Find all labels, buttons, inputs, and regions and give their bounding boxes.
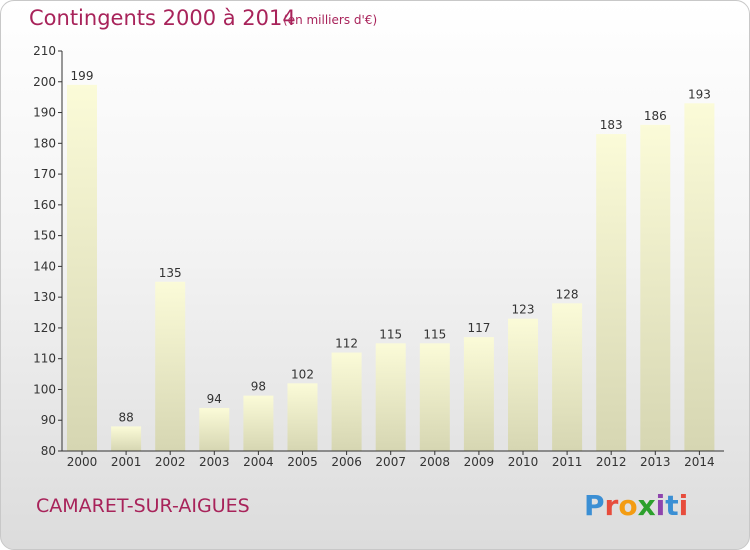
x-tick-label: 2005 [287, 455, 318, 469]
chart-subtitle: (en milliers d'€) [283, 13, 378, 27]
data-label-2000: 199 [71, 69, 94, 83]
data-label-2010: 123 [512, 303, 535, 317]
y-tick-label: 90 [41, 413, 56, 427]
y-axis: 80 90 100 110 120 130 140 150 160 170 180 190 200 210 [33, 44, 63, 458]
x-tick-label: 2003 [199, 455, 230, 469]
bar-2011 [552, 303, 583, 451]
y-tick-label: 150 [33, 229, 56, 243]
x-tick-label: 2000 [67, 455, 98, 469]
x-tick-label: 2002 [155, 455, 186, 469]
data-label-2013: 186 [644, 109, 667, 123]
y-tick-label: 160 [33, 198, 56, 212]
bar-2012 [596, 134, 627, 452]
y-tick-label: 200 [33, 75, 56, 89]
data-label-2002: 135 [159, 266, 182, 280]
y-tick-label: 120 [33, 321, 56, 335]
bar-2003 [199, 407, 230, 451]
x-tick-label: 2006 [331, 455, 362, 469]
data-label-2008: 115 [423, 327, 446, 341]
y-tick-label: 110 [33, 352, 56, 366]
proxiti-logo: Proxiti [584, 489, 689, 522]
y-tick-label: 170 [33, 167, 56, 181]
bar-2002 [155, 281, 186, 451]
data-label-2009: 117 [467, 321, 490, 335]
bars: 199 88 135 94 98 102 112 115 115 117 123 128 183 186 1… [67, 69, 715, 452]
bar-2007 [375, 343, 406, 451]
x-tick-label: 2008 [420, 455, 451, 469]
y-tick-label: 190 [33, 106, 56, 120]
data-label-2011: 128 [556, 287, 579, 301]
chart-title: Contingents 2000 à 2014 [29, 6, 296, 30]
y-tick-label: 180 [33, 136, 56, 150]
x-tick-label: 2011 [552, 455, 583, 469]
x-tick-label: 2013 [640, 455, 671, 469]
x-tick-label: 2009 [464, 455, 495, 469]
city-name: CAMARET-SUR-AIGUES [36, 495, 250, 517]
x-tick-label: 2012 [596, 455, 627, 469]
bar-2006 [331, 352, 362, 451]
data-label-2005: 102 [291, 367, 314, 381]
y-tick-label: 210 [33, 44, 56, 58]
bar-2009 [463, 337, 494, 451]
bar-2001 [111, 426, 142, 451]
x-tick-label: 2001 [111, 455, 142, 469]
y-tick-label: 100 [33, 382, 56, 396]
data-label-2014: 193 [688, 87, 711, 101]
y-tick-label: 140 [33, 259, 56, 273]
x-tick-label: 2014 [684, 455, 715, 469]
data-label-2001: 88 [118, 410, 133, 424]
bar-2010 [508, 318, 538, 451]
x-tick-label: 2010 [508, 455, 539, 469]
data-label-2012: 183 [600, 118, 623, 132]
data-label-2004: 98 [251, 380, 266, 394]
x-axis: 2000 2001 2002 2003 2004 2005 2006 2007 2008 2009… [62, 450, 724, 469]
x-tick-label: 2007 [375, 455, 406, 469]
bar-2013 [640, 124, 671, 451]
x-tick-label: 2004 [243, 455, 274, 469]
bar-2000 [67, 84, 97, 451]
y-tick-label: 80 [41, 444, 56, 458]
data-label-2006: 112 [335, 337, 358, 351]
bar-2014 [684, 103, 715, 452]
bar-2004 [243, 395, 274, 451]
data-label-2007: 115 [379, 327, 402, 341]
bar-2005 [287, 383, 318, 451]
data-label-2003: 94 [207, 392, 222, 406]
y-tick-label: 130 [33, 290, 56, 304]
bar-2008 [419, 343, 450, 451]
